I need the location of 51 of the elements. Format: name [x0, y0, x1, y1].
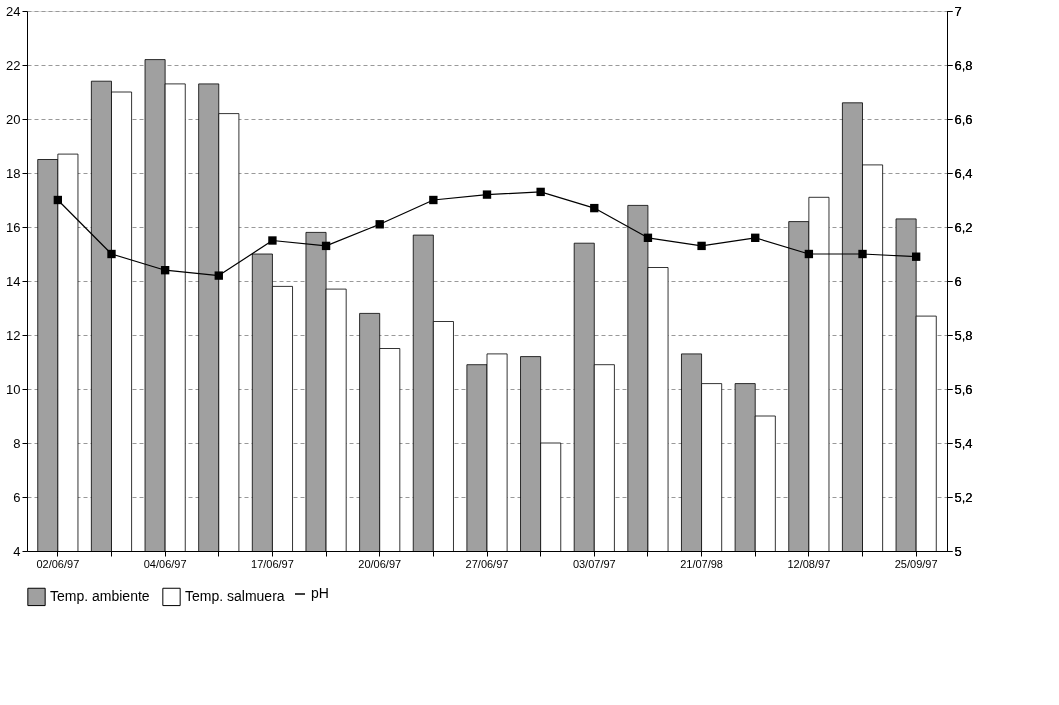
x-tick-label: 12/08/97 — [787, 557, 831, 570]
y2-tick-label: 5,8 — [954, 327, 973, 343]
y-tick-label: 20 — [6, 111, 21, 127]
point — [53, 195, 63, 205]
y2-tick-label: 6,8 — [954, 57, 973, 73]
legend-label: pH — [311, 585, 329, 601]
y2-tick-label: 5,6 — [954, 381, 973, 397]
y-tick-label: 10 — [6, 381, 21, 397]
legend-label: Temp. ambiente — [50, 587, 150, 604]
y-tick-label: 24 — [6, 3, 21, 19]
point — [482, 190, 492, 199]
y-tick-label: 12 — [6, 327, 21, 343]
point — [751, 233, 760, 242]
point — [268, 236, 277, 245]
y-tick-label: 14 — [6, 273, 21, 289]
point — [804, 249, 814, 259]
y2-tick-label: 5 — [954, 543, 962, 559]
point — [536, 187, 545, 197]
y2-tick-label: 5,2 — [954, 489, 973, 505]
point — [643, 233, 653, 242]
x-tick-label: 03/07/97 — [572, 557, 616, 570]
y2-tick-label: 6,4 — [954, 165, 973, 181]
point — [321, 241, 331, 251]
point — [160, 266, 170, 275]
y-tick-label: 6 — [13, 489, 21, 505]
point — [858, 249, 867, 259]
y2-tick-label: 6 — [954, 273, 962, 289]
y-tick-label: 8 — [13, 435, 21, 451]
y2-tick-label: 6,2 — [954, 219, 973, 235]
y-tick-label: 18 — [6, 165, 21, 181]
legend-label: Temp. salmuera — [185, 587, 285, 604]
point — [375, 220, 384, 229]
point — [911, 252, 921, 261]
point — [697, 241, 706, 251]
x-tick-label: 27/06/97 — [465, 557, 509, 570]
x-tick-label: 17/06/97 — [251, 557, 294, 570]
y2-tick-label: 5,4 — [954, 435, 973, 451]
point — [107, 249, 116, 259]
x-tick-label: 02/06/97 — [36, 557, 80, 570]
x-tick-label: 04/06/97 — [143, 557, 187, 570]
point — [214, 271, 223, 280]
x-tick-label: 21/07/98 — [680, 557, 723, 570]
y2-tick-label: 7 — [954, 3, 962, 19]
point — [429, 195, 438, 205]
y2-tick-label: 6,6 — [954, 111, 973, 127]
x-tick-label: 20/06/97 — [358, 557, 402, 570]
point — [590, 203, 599, 213]
y-tick-label: 22 — [6, 57, 21, 73]
x-tick-label: 25/09/97 — [894, 557, 938, 570]
y-tick-label: 16 — [6, 219, 21, 235]
y-tick-label: 4 — [13, 543, 21, 559]
